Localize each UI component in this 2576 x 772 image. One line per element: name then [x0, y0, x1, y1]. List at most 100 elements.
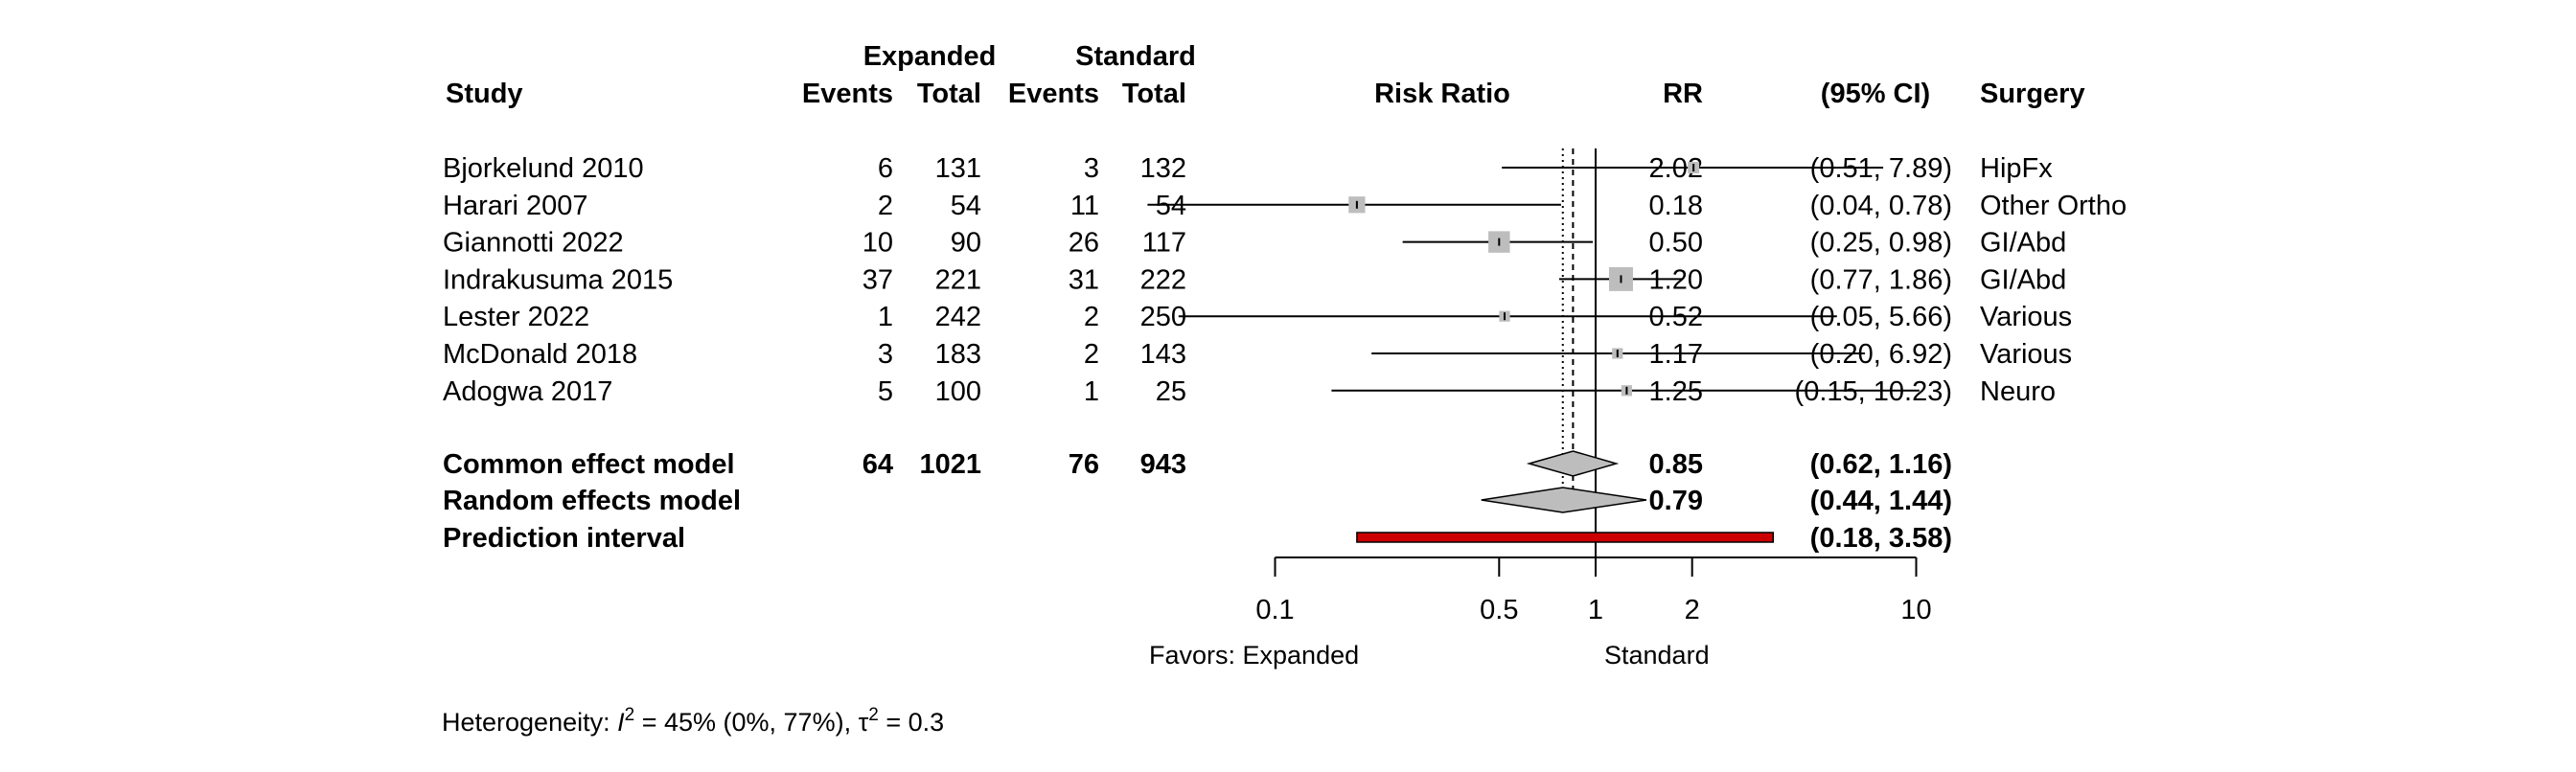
events-standard: 1	[1084, 376, 1099, 407]
events-expanded: 6	[878, 153, 893, 184]
header-ci: (95% CI)	[1821, 79, 1930, 109]
header-events-2: Events	[1008, 79, 1099, 109]
random-ci: (0.44, 1.44)	[1810, 486, 1952, 516]
surgery-type: Various	[1980, 339, 2072, 370]
events-standard: 11	[1070, 191, 1099, 221]
random-effects-row: Random effects model 0.79 (0.44, 1.44)	[443, 486, 1952, 516]
total-expanded: 221	[935, 264, 981, 295]
total-expanded: 242	[935, 302, 981, 332]
surgery-type: GI/Abd	[1980, 264, 2066, 295]
header-study: Study	[446, 79, 523, 109]
favors-right-label: Standard	[1604, 641, 1710, 670]
prediction-interval-row: Prediction interval (0.18, 3.58)	[443, 523, 1952, 554]
total-standard: 25	[1156, 376, 1186, 407]
study-name: Adogwa 2017	[443, 376, 612, 407]
study-row: McDonald 2018 3 183 2 143 1.17 (0.20, 6.92) Var…	[443, 339, 2072, 370]
header-total-2: Total	[1122, 79, 1186, 109]
common-effect-diamond	[1526, 450, 1620, 477]
header-rr: RR	[1663, 79, 1703, 109]
study-name: Bjorkelund 2010	[443, 153, 644, 184]
prediction-interval-bar	[1356, 532, 1775, 543]
tau-superscript: 2	[868, 705, 879, 725]
confidence-interval: (0.25, 0.98)	[1810, 228, 1952, 259]
common-events-expanded: 64	[862, 449, 893, 480]
surgery-type: Various	[1980, 302, 2072, 332]
header-surgery: Surgery	[1980, 79, 2085, 109]
tau-value: = 0.3	[879, 708, 944, 737]
common-total-standard: 943	[1140, 449, 1186, 480]
surgery-type: Neuro	[1980, 376, 2056, 407]
total-standard: 117	[1142, 228, 1186, 259]
common-ci: (0.62, 1.16)	[1810, 449, 1952, 480]
surgery-type: Other Ortho	[1980, 191, 2127, 221]
total-expanded: 54	[951, 191, 981, 221]
confidence-interval: (0.04, 0.78)	[1810, 191, 1952, 221]
events-expanded: 10	[862, 228, 893, 259]
heterogeneity-prefix: Heterogeneity:	[442, 708, 617, 737]
study-name: Giannotti 2022	[443, 228, 624, 259]
events-standard: 26	[1069, 228, 1099, 259]
events-expanded: 3	[878, 339, 893, 370]
common-effect-row: Common effect model 64 1021 76 943 0.85 (0.62,…	[443, 449, 1952, 480]
axis-tick-label: 1	[1588, 595, 1603, 625]
common-total-expanded: 1021	[919, 449, 981, 480]
axis-tick-label: 10	[1900, 595, 1931, 625]
total-standard: 132	[1140, 153, 1186, 184]
study-row: Harari 2007 2 54 11 54 0.18 (0.04, 0.78) Other …	[443, 191, 2127, 221]
total-standard: 222	[1140, 264, 1186, 295]
common-events-standard: 76	[1069, 449, 1099, 480]
header-group1: Expanded	[863, 41, 997, 72]
study-name: Indrakusuma 2015	[443, 264, 673, 295]
events-expanded: 5	[878, 376, 893, 407]
total-expanded: 183	[935, 339, 981, 370]
heterogeneity-text: Heterogeneity: I2 = 45% (0%, 77%), τ2 = …	[442, 705, 944, 737]
column-headers: Expanded Standard Study Events Total Eve…	[446, 41, 2085, 109]
study-row: Giannotti 2022 10 90 26 117 0.50 (0.25, 0.98) G…	[443, 228, 2066, 259]
random-effects-diamond	[1481, 487, 1647, 513]
events-expanded: 2	[878, 191, 893, 221]
total-expanded: 131	[935, 153, 981, 184]
events-expanded: 37	[862, 264, 893, 295]
i2-symbol: I	[617, 708, 625, 737]
events-standard: 2	[1084, 302, 1099, 332]
common-rr-value: 0.85	[1649, 449, 1703, 480]
events-standard: 31	[1069, 264, 1099, 295]
events-standard: 2	[1084, 339, 1099, 370]
risk-ratio-value: 0.50	[1649, 228, 1703, 259]
events-expanded: 1	[878, 302, 893, 332]
total-expanded: 100	[935, 376, 981, 407]
events-standard: 3	[1084, 153, 1099, 184]
confidence-interval: (0.77, 1.86)	[1810, 264, 1952, 295]
header-total-1: Total	[917, 79, 981, 109]
header-group2: Standard	[1075, 41, 1196, 72]
surgery-type: GI/Abd	[1980, 228, 2066, 259]
study-name: Lester 2022	[443, 302, 589, 332]
header-events-1: Events	[802, 79, 893, 109]
study-row: Bjorkelund 2010 6 131 3 132 2.02 (0.51, 7.89) H…	[443, 153, 2053, 184]
axis-tick-label: 2	[1685, 595, 1700, 625]
study-name: Harari 2007	[443, 191, 588, 221]
header-measure: Risk Ratio	[1374, 79, 1510, 109]
x-axis: 0.1 0.5 1 2 10	[1255, 556, 1932, 625]
random-rr-value: 0.79	[1649, 486, 1703, 516]
risk-ratio-value: 0.18	[1649, 191, 1703, 221]
prediction-interval-ci: (0.18, 3.58)	[1810, 523, 1952, 554]
common-effect-label: Common effect model	[443, 449, 735, 480]
study-row: Lester 2022 1 242 2 250 0.52 (0.05, 5.66) Vario…	[443, 302, 2072, 332]
study-name: McDonald 2018	[443, 339, 637, 370]
study-row: Adogwa 2017 5 100 1 25 1.25 (0.15, 10.23) Neuro	[443, 376, 2056, 407]
study-row: Indrakusuma 2015 37 221 31 222 1.20 (0.77, 1.8…	[443, 264, 2066, 295]
total-standard: 143	[1140, 339, 1186, 370]
i2-superscript: 2	[625, 705, 635, 725]
tau-symbol: τ	[859, 708, 869, 737]
prediction-interval-label: Prediction interval	[443, 523, 685, 554]
axis-tick-label: 0.5	[1480, 595, 1518, 625]
axis-tick-label: 0.1	[1255, 595, 1294, 625]
favors-left-label: Favors: Expanded	[1149, 641, 1359, 670]
total-expanded: 90	[951, 228, 981, 259]
i2-value: = 45% (0%, 77%),	[634, 708, 858, 737]
random-effects-label: Random effects model	[443, 486, 741, 516]
surgery-type: HipFx	[1980, 153, 2053, 184]
table-rows: Bjorkelund 2010 6 131 3 132 2.02 (0.51, 7.89) H…	[443, 148, 2127, 557]
